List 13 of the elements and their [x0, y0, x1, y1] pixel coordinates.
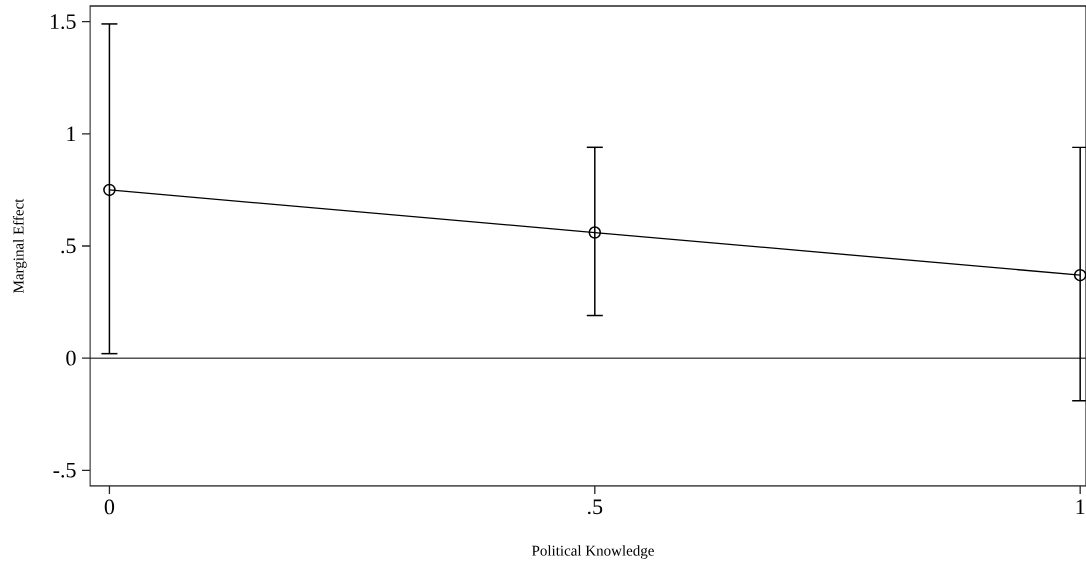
point: [1073, 268, 1086, 282]
x-tick-label: .5: [588, 499, 603, 515]
y-axis-title: Marginal Effect: [12, 198, 27, 293]
y-tick-label: .5: [61, 238, 76, 254]
point: [103, 183, 116, 197]
y-tick-label: 1: [67, 126, 76, 142]
point: [588, 226, 602, 239]
x-tick-label: 1: [1076, 499, 1085, 515]
y-tick-label: 0: [66, 350, 76, 366]
x-axis-title: Political Knowledge: [531, 545, 654, 559]
y-tick-label: 1.5: [50, 14, 76, 30]
y-tick-label: -.5: [53, 462, 76, 478]
x-tick-label: 0: [104, 499, 115, 515]
